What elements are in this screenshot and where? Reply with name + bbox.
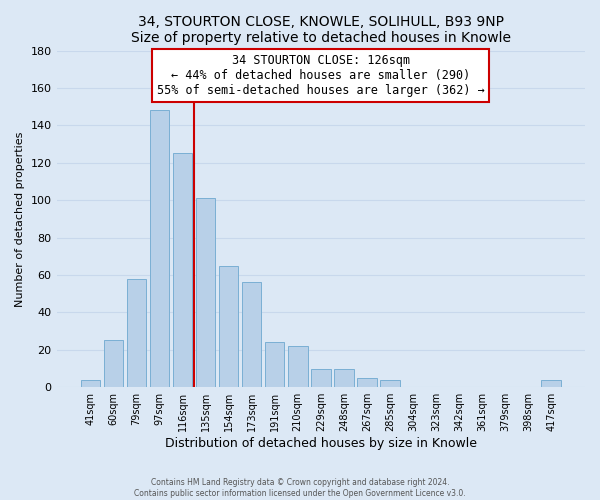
Bar [173, 154, 193, 387]
Bar [196, 198, 215, 387]
X-axis label: Distribution of detached houses by size in Knowle: Distribution of detached houses by size … [165, 437, 477, 450]
Bar [80, 380, 100, 387]
Bar [334, 368, 353, 387]
Y-axis label: Number of detached properties: Number of detached properties [15, 131, 25, 306]
Bar [104, 340, 123, 387]
Bar [311, 368, 331, 387]
Text: Contains HM Land Registry data © Crown copyright and database right 2024.
Contai: Contains HM Land Registry data © Crown c… [134, 478, 466, 498]
Bar [380, 380, 400, 387]
Bar [288, 346, 308, 387]
Bar [265, 342, 284, 387]
Text: 34 STOURTON CLOSE: 126sqm
← 44% of detached houses are smaller (290)
55% of semi: 34 STOURTON CLOSE: 126sqm ← 44% of detac… [157, 54, 485, 97]
Bar [541, 380, 561, 387]
Bar [242, 282, 262, 387]
Bar [357, 378, 377, 387]
Bar [149, 110, 169, 387]
Title: 34, STOURTON CLOSE, KNOWLE, SOLIHULL, B93 9NP
Size of property relative to detac: 34, STOURTON CLOSE, KNOWLE, SOLIHULL, B9… [131, 15, 511, 45]
Bar [127, 278, 146, 387]
Bar [219, 266, 238, 387]
